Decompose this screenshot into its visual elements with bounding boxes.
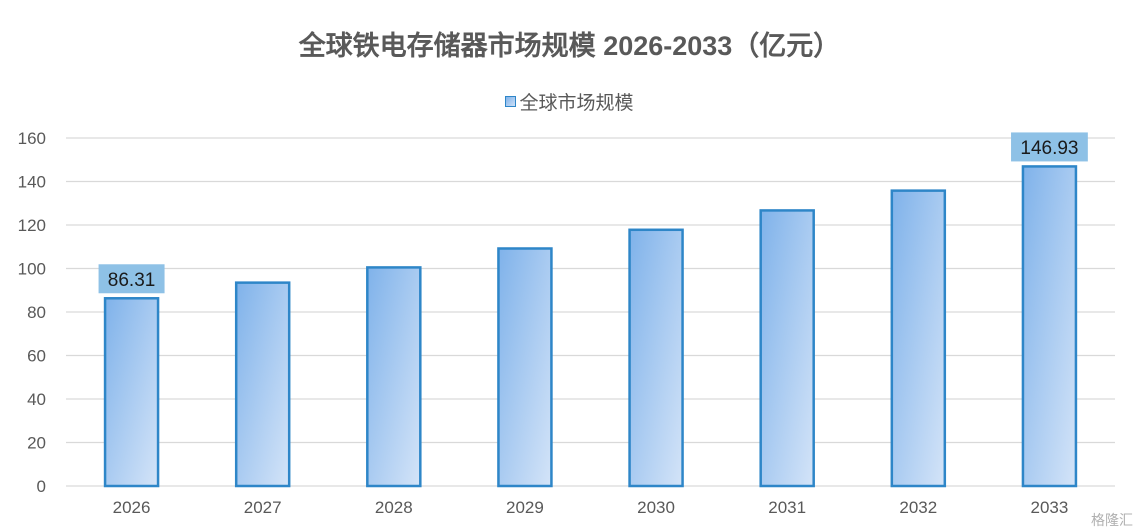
data-label-text: 86.31 (108, 270, 156, 291)
data-label-box (98, 264, 165, 294)
x-tick-label: 2027 (244, 498, 282, 517)
watermark-logo: 格隆汇 (1091, 512, 1133, 528)
y-tick-label: 40 (27, 390, 46, 409)
legend-swatch-icon (505, 96, 517, 107)
data-label-box (1011, 132, 1088, 162)
x-tick-label: 2033 (1031, 498, 1069, 517)
data-label-2033: 146.93 (1011, 132, 1088, 162)
y-tick-label: 100 (18, 260, 46, 279)
y-axis: 0 20 40 60 80 100 120 140 160 (18, 129, 46, 496)
chart-title: 全球铁电存储器市场规模 2026-2033（亿元） (298, 31, 841, 61)
legend: 全球市场规模 (0, 88, 1139, 115)
bar-2026 (103, 297, 160, 488)
x-tick-label: 2029 (506, 498, 544, 517)
y-tick-label: 0 (37, 477, 46, 496)
x-tick-label: 2026 (113, 498, 151, 517)
data-label-2026: 86.31 (98, 264, 165, 294)
bars (103, 165, 1078, 488)
x-tick-label: 2032 (899, 498, 937, 517)
y-tick-label: 140 (18, 173, 46, 192)
y-tick-label: 120 (18, 216, 46, 235)
bar-2032 (890, 189, 947, 488)
bar-2028 (366, 266, 422, 488)
bar-2027 (234, 281, 291, 488)
bar-2029 (497, 247, 553, 488)
y-tick-label: 20 (27, 434, 46, 453)
legend-label: 全球市场规模 (519, 93, 634, 114)
bar-2030 (628, 228, 684, 488)
x-tick-label: 2030 (637, 498, 675, 517)
x-axis: 2026 2027 2028 2029 2030 2031 2032 2033 (113, 498, 1069, 517)
gridlines (66, 137, 1115, 487)
data-labels: 86.31 146.93 (98, 132, 1088, 294)
x-tick-label: 2028 (375, 498, 413, 517)
y-tick-label: 80 (27, 303, 46, 322)
x-tick-label: 2031 (768, 498, 806, 517)
y-tick-label: 60 (27, 347, 46, 366)
bar-2031 (759, 209, 815, 488)
data-label-text: 146.93 (1020, 138, 1078, 159)
bar-2033 (1021, 165, 1078, 488)
y-tick-label: 160 (18, 129, 46, 148)
